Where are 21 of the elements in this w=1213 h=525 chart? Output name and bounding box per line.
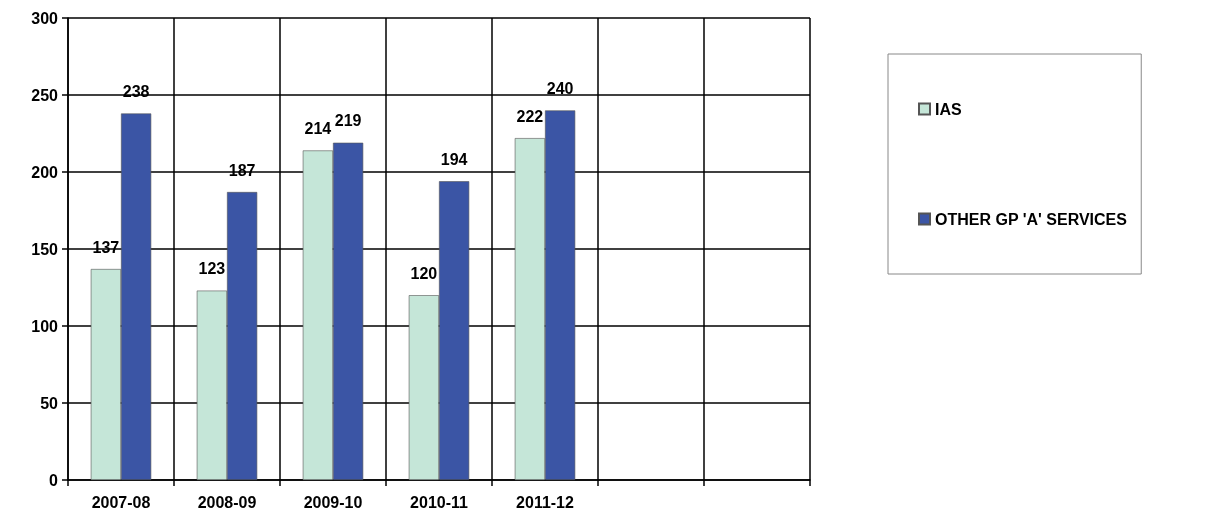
- x-tick-label: 2007-08: [91, 493, 151, 511]
- y-tick-label: 250: [31, 86, 59, 104]
- data-label: 222: [516, 107, 544, 125]
- y-tick-label: 150: [31, 240, 59, 258]
- x-tick-label: 2008-09: [197, 493, 257, 511]
- data-label: 120: [410, 264, 438, 282]
- x-tick-label: 2011-12: [516, 493, 575, 511]
- data-label: 240: [546, 79, 574, 97]
- y-tick-label: 200: [31, 163, 59, 181]
- data-label: 123: [198, 260, 226, 278]
- data-label: 214: [304, 119, 332, 137]
- y-tick-label: 0: [49, 471, 59, 489]
- legend-label: IAS: [935, 100, 962, 118]
- data-label: 219: [334, 112, 362, 130]
- y-tick-label: 50: [40, 394, 59, 412]
- x-tick-label: 2010-11: [410, 493, 469, 511]
- y-tick-label: 300: [31, 9, 59, 27]
- x-tick-label: 2009-10: [303, 493, 363, 511]
- legend-label: OTHER GP 'A' SERVICES: [935, 210, 1128, 228]
- data-label: 194: [440, 150, 468, 168]
- y-tick-label: 100: [31, 317, 59, 335]
